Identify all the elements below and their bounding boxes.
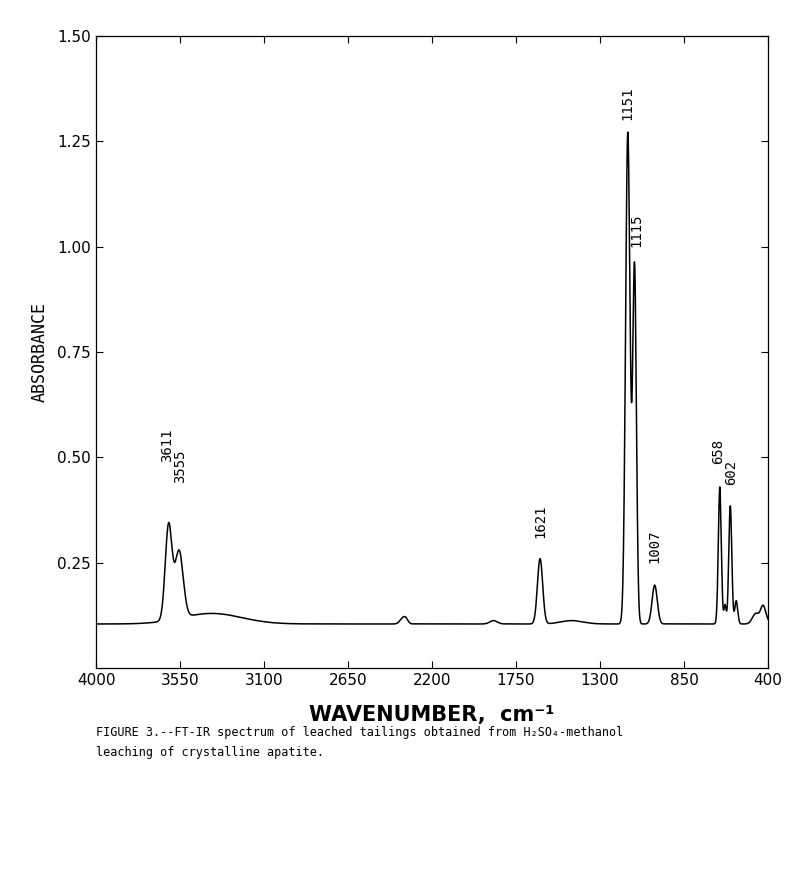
- Text: 3555: 3555: [174, 449, 187, 483]
- Y-axis label: ABSORBANCE: ABSORBANCE: [31, 302, 49, 402]
- Text: 1115: 1115: [630, 213, 643, 247]
- Text: 602: 602: [724, 460, 738, 485]
- Text: leaching of crystalline apatite.: leaching of crystalline apatite.: [96, 746, 324, 759]
- Text: 1007: 1007: [648, 529, 662, 563]
- Text: 3611: 3611: [160, 428, 174, 462]
- Text: FIGURE 3.--FT-IR spectrum of leached tailings obtained from H₂SO₄-methanol: FIGURE 3.--FT-IR spectrum of leached tai…: [96, 726, 623, 740]
- Text: 658: 658: [711, 438, 726, 463]
- Text: 1151: 1151: [620, 86, 634, 120]
- X-axis label: WAVENUMBER,  cm⁻¹: WAVENUMBER, cm⁻¹: [310, 705, 554, 724]
- Text: 1621: 1621: [533, 504, 547, 537]
